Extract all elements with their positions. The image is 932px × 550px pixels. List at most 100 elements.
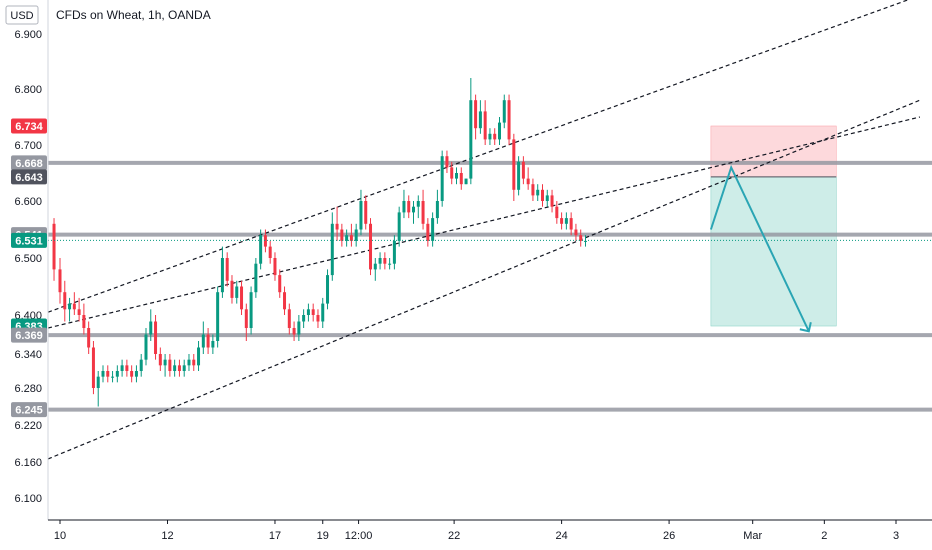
price-badge xyxy=(11,155,47,171)
price-tick-label: 6.800 xyxy=(14,84,42,96)
candle-body xyxy=(149,321,153,335)
candle-body xyxy=(550,195,554,207)
candle-body xyxy=(173,365,177,371)
candle-body xyxy=(211,341,215,348)
currency-button[interactable]: USD xyxy=(5,5,39,25)
candle-body xyxy=(311,309,315,315)
candlesticks xyxy=(52,78,587,407)
time-tick-label: 12:00 xyxy=(345,530,373,542)
candle-body xyxy=(130,371,134,377)
currency-label: USD xyxy=(10,10,33,22)
candle-body xyxy=(197,347,201,366)
horizontal-levels[interactable] xyxy=(48,160,932,412)
time-tick-label: 2 xyxy=(821,530,827,542)
candle-body xyxy=(555,206,559,219)
projection-path[interactable] xyxy=(709,164,810,332)
candle-body xyxy=(540,189,544,201)
candle-body xyxy=(230,280,234,298)
candle-body xyxy=(564,218,568,224)
candle-body xyxy=(464,178,468,185)
price-badge xyxy=(11,232,47,248)
candle-body xyxy=(517,161,521,190)
candle-body xyxy=(297,321,301,335)
price-tick-label: 6.900 xyxy=(14,29,42,41)
candle-body xyxy=(139,359,143,371)
candle-body xyxy=(583,240,587,242)
candle-body xyxy=(354,229,358,241)
candle-body xyxy=(407,201,411,213)
candle-body xyxy=(373,263,377,270)
price-badge xyxy=(11,169,47,185)
candle-body xyxy=(469,100,473,179)
candle-body xyxy=(507,100,511,140)
candle-body xyxy=(158,354,162,366)
candle-body xyxy=(240,286,244,310)
candle-body xyxy=(349,235,353,241)
candle-body xyxy=(52,223,56,270)
candle-body xyxy=(292,328,296,335)
candle-body xyxy=(106,371,110,377)
candle-body xyxy=(63,292,67,310)
candle-body xyxy=(273,258,277,276)
candle-body xyxy=(72,303,76,310)
time-axis[interactable]: 10 12 17 19 12:00 22 24 26 Mar 2 3 xyxy=(54,520,899,542)
candle-body xyxy=(397,212,401,241)
time-tick-label: 3 xyxy=(893,530,899,542)
candle-body xyxy=(459,173,463,185)
candle-body xyxy=(569,218,573,230)
candle-body xyxy=(263,235,267,247)
channel-line[interactable] xyxy=(47,0,920,313)
candle-body xyxy=(512,139,516,190)
trend-channel[interactable] xyxy=(47,0,921,460)
candle-body xyxy=(402,201,406,213)
time-tick-label: 12 xyxy=(161,530,173,542)
channel-line[interactable] xyxy=(47,99,921,460)
candle-body xyxy=(216,292,220,341)
price-badge xyxy=(11,402,47,418)
time-tick-label: 17 xyxy=(269,530,281,542)
price-badge-label: 6.245 xyxy=(15,405,43,417)
candle-body xyxy=(249,292,253,328)
candle-body xyxy=(82,315,86,328)
candle-body xyxy=(579,235,583,241)
candle-body xyxy=(560,218,564,224)
take-profit-zone[interactable] xyxy=(710,176,837,327)
time-tick-label: 26 xyxy=(663,530,675,542)
candle-body xyxy=(163,359,167,366)
candle-body xyxy=(134,371,138,377)
candle-body xyxy=(326,275,330,304)
price-tick-label: 6.600 xyxy=(14,196,42,208)
candle-body xyxy=(278,275,282,293)
candle-body xyxy=(383,258,387,264)
candle-body xyxy=(426,223,430,241)
price-tick-label: 6.280 xyxy=(14,383,42,395)
candle-body xyxy=(254,263,258,293)
candle-body xyxy=(306,309,310,315)
projection-arrow[interactable] xyxy=(709,164,812,333)
candle-body xyxy=(220,258,224,293)
candle-body xyxy=(483,111,487,140)
candle-body xyxy=(283,292,287,310)
candle-body xyxy=(120,365,124,371)
candle-body xyxy=(144,334,148,360)
candle-body xyxy=(235,286,239,298)
candle-body xyxy=(488,133,492,140)
candle-body xyxy=(502,100,506,123)
candle-body xyxy=(421,201,425,224)
candle-body xyxy=(450,167,454,179)
candle-body xyxy=(388,263,392,265)
candle-body xyxy=(125,365,129,371)
candle-body xyxy=(206,334,210,348)
candle-body xyxy=(345,235,349,241)
price-badge-label: 6.643 xyxy=(15,172,43,184)
candle-body xyxy=(58,269,62,293)
candle-body xyxy=(201,334,205,348)
candle-body xyxy=(445,156,449,168)
candle-body xyxy=(521,161,525,179)
position-tool[interactable] xyxy=(710,125,837,327)
candle-body xyxy=(416,201,420,207)
channel-line[interactable] xyxy=(47,116,921,329)
candle-body xyxy=(440,156,444,201)
